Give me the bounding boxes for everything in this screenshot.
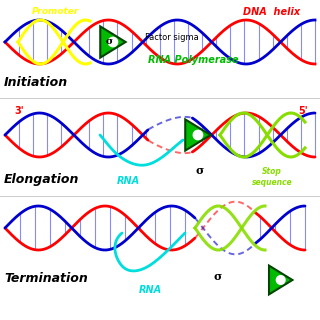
Text: Elongation: Elongation [4,173,79,187]
Text: RNA: RNA [139,285,162,295]
Text: RNA Polymerase: RNA Polymerase [148,55,239,65]
Text: 5': 5' [298,106,308,116]
Text: σ: σ [196,165,204,177]
Text: σ: σ [105,37,113,46]
Text: DNA  helix: DNA helix [244,7,300,17]
Circle shape [108,37,118,47]
Text: Termination: Termination [4,271,88,284]
Circle shape [193,130,203,140]
Text: Factor sigma: Factor sigma [145,34,199,43]
Text: σ: σ [214,270,222,282]
Polygon shape [185,119,211,151]
Circle shape [276,276,285,284]
Text: RNA: RNA [116,176,140,186]
Text: Stop
sequence: Stop sequence [252,167,292,187]
Text: 3': 3' [14,106,24,116]
Polygon shape [100,26,125,58]
Text: Initiation: Initiation [4,76,68,89]
Text: Promoter: Promoter [31,7,79,17]
Polygon shape [269,266,292,294]
